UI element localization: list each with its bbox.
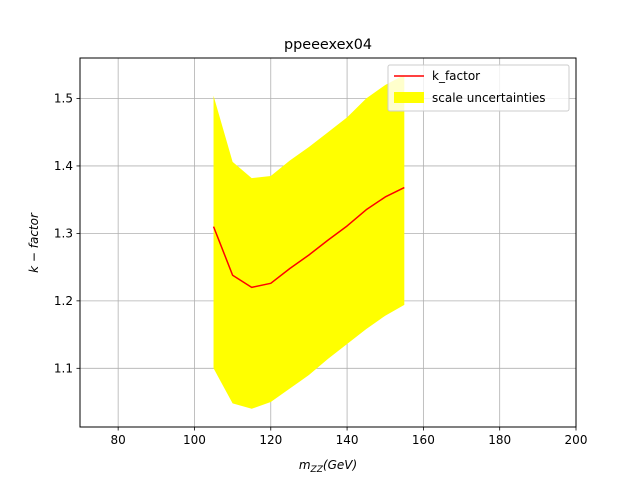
axes-frame [79,57,577,428]
legend-label-scale-uncertainties: scale uncertainties [432,91,546,105]
x-tick-label: 100 [183,433,206,447]
ticks: 80 100 120 140 160 180 200 1.1 1.2 1.3 1.4 1.5 [54,91,588,447]
y-tick-label: 1.1 [54,361,73,375]
chart-title: ppeeexex04 [284,37,372,53]
x-tick-label: 140 [336,433,359,447]
x-axis-label: mZZ(GeV) [299,458,357,475]
y-tick-label: 1.4 [54,159,73,173]
k-factor-line [212,186,405,289]
x-tick-label: 200 [565,433,588,447]
y-tick-label: 1.3 [54,226,73,240]
scale-uncertainty-band [213,74,405,409]
x-tick-label: 160 [412,433,435,447]
y-tick-label: 1.2 [54,294,73,308]
scale-uncertainty-area [213,74,405,409]
y-axis-label: k − factor [27,212,41,273]
legend-band-swatch [394,92,424,103]
legend-box [387,64,570,112]
legend: k_factor scale uncertainties [387,64,570,112]
y-tick-label: 1.5 [54,91,73,105]
k-factor-polyline [212,186,405,289]
x-tick-label: 120 [259,433,282,447]
x-tick-label: 180 [488,433,511,447]
x-tick-label: 80 [111,433,126,447]
legend-label-k-factor: k_factor [432,69,480,83]
